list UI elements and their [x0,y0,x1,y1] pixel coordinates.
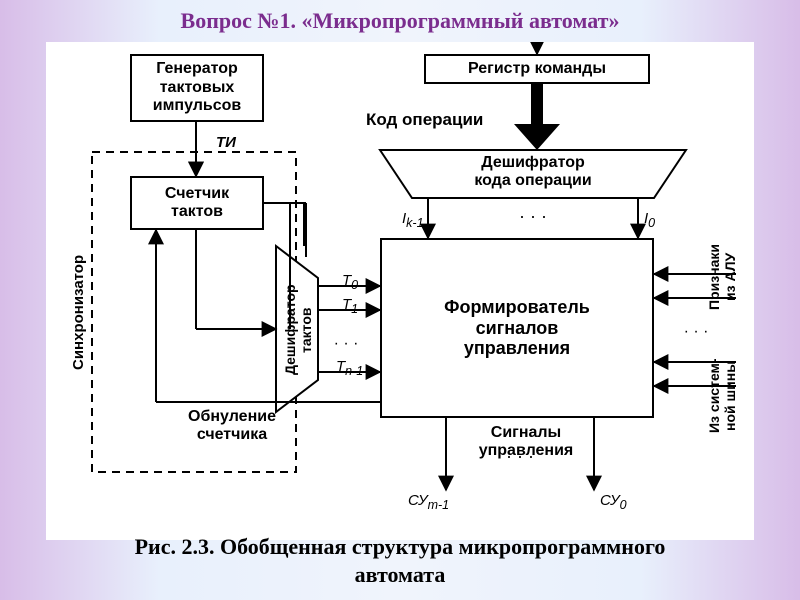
label-ti: ТИ [216,134,236,151]
figure-caption: Рис. 2.3. Обобщенная структура микропрог… [0,533,800,590]
label-t1: T1 [342,296,358,316]
priznaki-label: Признаки из АЛУ [706,222,738,332]
label-i-lo: I0 [644,210,655,230]
label-sig-upr: Сигналы управления [466,424,586,459]
label-kod-op: Код операции [366,110,483,130]
counter-label: Счетчик тактов [165,185,229,222]
dots-I: · · · [519,206,547,226]
generator-label: Генератор тактовых импульсов [153,60,242,115]
label-cy-hi: СУm-1 [408,492,449,512]
iz-sist-label: Из систем- ной шины [706,336,738,456]
page-title: Вопрос №1. «Микропрограммный автомат» [0,8,800,34]
label-i-hi: Ik-1 [402,210,424,230]
label-obnul: Обнуление счетчика [172,408,292,443]
tact-decoder-label: Дешифратор тактов [282,260,314,400]
block-generator: Генератор тактовых импульсов [130,54,264,122]
label-cy-lo: СУ0 [600,492,627,512]
dots-R: · · · [684,323,709,340]
label-tn: Tn-1 [336,358,363,378]
sync-label: Синхронизатор [70,212,87,412]
caption-line1: Рис. 2.3. Обобщенная структура микропрог… [135,534,666,559]
diagram-area: · · · · · · · · · · · · Генератор тактов… [46,42,754,540]
caption-line2: автомата [355,562,446,587]
register-label: Регистр команды [468,60,606,78]
block-former: Формирователь сигналов управления [380,238,654,418]
label-t0: T0 [342,272,358,292]
op-decoder-label: Дешифратор кода операции [412,154,654,189]
block-counter: Счетчик тактов [130,176,264,230]
former-label: Формирователь сигналов управления [444,297,590,359]
dots-T: · · · [334,335,359,352]
block-register: Регистр команды [424,54,650,84]
arrow-register-decoder [514,84,560,150]
